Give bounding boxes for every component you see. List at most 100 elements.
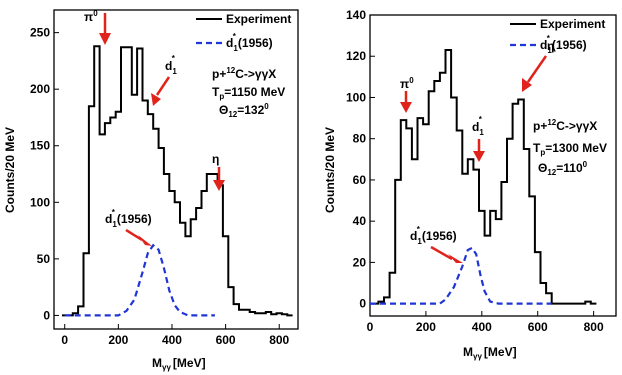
right-y-tick-label: 60: [353, 173, 367, 187]
left-annotation-d1: d1 *: [165, 54, 177, 76]
left-d1-sup: *: [172, 54, 176, 63]
right-d1956-sub: 1: [417, 237, 422, 246]
left-reaction-text: p+12C->γγX: [212, 66, 276, 81]
left-d1956-sub: 1: [112, 220, 117, 229]
right-angle-sup: 0: [583, 160, 588, 169]
right-x-axis-label-main: M: [463, 345, 473, 359]
left-x-tick-label: 800: [269, 333, 289, 347]
left-angle-sup: 0: [264, 102, 269, 111]
left-d1956-tail: (1956): [117, 212, 152, 226]
right-d1956-base: d: [410, 229, 417, 243]
left-d1-sub: 1: [172, 67, 177, 76]
right-legend-d1-sub: 1: [547, 46, 552, 55]
right-x-tick-label: 800: [584, 320, 604, 334]
left-axes: [53, 9, 299, 330]
left-arrow-pi0: [99, 13, 111, 45]
left-x-tick-label: 400: [162, 333, 182, 347]
left-x-tick-label: 200: [108, 333, 128, 347]
left-experiment-series: [62, 45, 293, 317]
right-annotation-pi0: π0: [400, 76, 414, 91]
right-reaction-sup: 12: [547, 118, 556, 127]
left-energy-sub: p: [219, 92, 224, 101]
left-x-tick-label: 0: [61, 333, 68, 347]
left-d1956-sup: *: [112, 208, 116, 217]
right-arrow-d1-1956: [430, 245, 463, 263]
left-d1-base: d: [165, 59, 172, 73]
right-plot-frame: [369, 14, 617, 317]
right-angle-text: Θ12=1100: [538, 160, 588, 177]
right-experiment-series: [370, 49, 597, 305]
right-annotation-eta: η: [547, 39, 554, 53]
left-x-axis-label: Mγγ [MeV]: [152, 356, 206, 372]
right-reaction-p: p+: [533, 119, 547, 133]
left-d1-series: [64, 243, 215, 317]
left-y-tick-label: 100: [30, 195, 50, 209]
left-y-tick-label: 200: [30, 82, 50, 96]
right-pi0-sup: 0: [409, 76, 414, 85]
right-energy-sub: p: [540, 148, 545, 157]
left-y-tick-label: 0: [43, 308, 50, 322]
left-x-axis-label-sub: γγ: [162, 363, 171, 372]
left-legend-d1-tail: (1956): [238, 36, 273, 50]
right-reaction-text: p+12C->γγX: [533, 118, 597, 133]
left-x-tick-label: 600: [216, 333, 236, 347]
left-angle-theta: Θ: [219, 103, 228, 117]
left-pi0-sup: 0: [93, 9, 98, 18]
right-pi0-base: π: [400, 77, 409, 91]
right-y-tick-label: 40: [353, 214, 367, 228]
left-reaction-p: p+: [212, 67, 226, 81]
left-annotation-pi0: π0: [84, 9, 98, 24]
left-x-axis-label-main: M: [152, 356, 162, 370]
right-y-tick-label: 120: [346, 49, 366, 63]
right-d1956-tail: (1956): [422, 229, 457, 243]
right-x-tick-label: 400: [472, 320, 492, 334]
right-y-tick-label: 20: [353, 255, 367, 269]
left-energy-t: T: [212, 85, 220, 99]
right-d1956-sup: *: [417, 225, 421, 234]
right-annotation-d1-1956: d1 * (1956): [410, 225, 457, 246]
right-y-tick-label: 80: [353, 132, 367, 146]
left-ticks: 0 200 400 600 800 0 50 100 150 200 250: [30, 26, 290, 347]
left-angle-sub: 12: [228, 110, 237, 119]
right-y-tick-label: 0: [359, 297, 366, 311]
right-x-axis-label-unit: [MeV]: [484, 345, 517, 359]
right-legend: Experiment d1 * (1956): [510, 17, 605, 55]
left-y-axis-label: Counts/20 MeV: [3, 127, 17, 213]
left-reaction-sup: 12: [226, 66, 235, 75]
right-y-tick-label: 140: [346, 8, 366, 22]
right-legend-d1-tail: (1956): [552, 38, 587, 52]
right-legend-label-experiment: Experiment: [540, 17, 605, 31]
right-arrow-pi0: [400, 91, 412, 113]
left-arrow-d1: [151, 76, 171, 106]
right-angle-sub: 12: [547, 168, 556, 177]
right-d1-base: d: [472, 120, 479, 134]
left-legend-label-d1: d1 * (1956): [226, 32, 273, 53]
left-y-tick-label: 250: [30, 26, 50, 40]
right-x-tick-label: 0: [367, 320, 374, 334]
right-reaction-rest: C->γγX: [556, 119, 597, 133]
right-legend-label-d1: d1 * (1956): [540, 34, 587, 55]
right-x-axis-label: Mγγ [MeV]: [463, 345, 517, 361]
left-arrow-eta: [213, 167, 225, 191]
left-annotation-eta: η: [212, 152, 219, 166]
right-x-tick-label: 200: [416, 320, 436, 334]
right-d1-sup: *: [479, 115, 483, 124]
right-energy-rest: =1300 MeV: [545, 141, 607, 155]
right-angle-rest: =110: [556, 161, 583, 175]
left-d1956-base: d: [105, 212, 112, 226]
left-arrow-d1-1956: [125, 228, 152, 246]
right-arrow-eta: [522, 55, 548, 92]
left-annotation-d1-1956: d1 * (1956): [105, 208, 152, 229]
right-axes: [369, 14, 617, 317]
right-angle-theta: Θ: [538, 161, 547, 175]
left-angle-rest: =132: [237, 103, 264, 117]
left-legend-d1-sup: *: [233, 32, 237, 41]
right-y-axis-label: Counts/20 MeV: [323, 127, 337, 213]
left-pi0-base: π: [84, 10, 93, 24]
left-y-tick-label: 50: [37, 252, 51, 266]
left-energy-text: Tp=1150 MeV: [212, 85, 285, 101]
left-legend-d1-base: d: [226, 36, 233, 50]
